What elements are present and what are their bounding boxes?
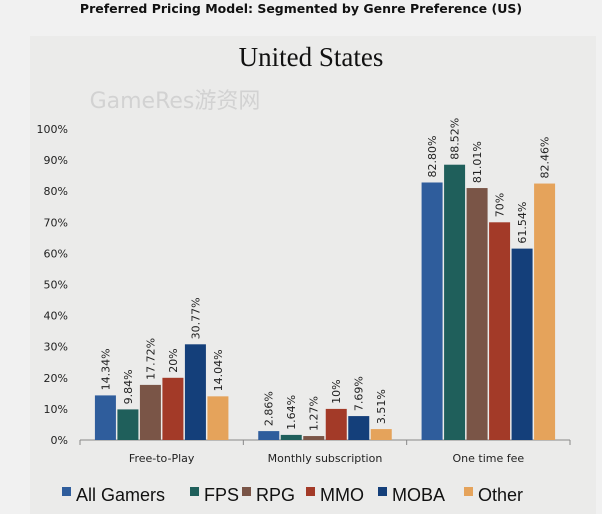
bar-moba [184,344,206,440]
page-header-title: Preferred Pricing Model: Segmented by Ge… [79,1,523,16]
legend-label: All Gamers [76,485,165,505]
bar-mmo [325,408,347,440]
y-tick-label: 70% [44,216,68,229]
data-label: 81.01% [471,141,484,183]
data-label: 30.77% [189,297,202,339]
x-tick-label: One time fee [453,452,525,465]
y-tick-label: 80% [44,185,68,198]
y-tick-label: 90% [44,154,68,167]
x-tick-label: Free-to-Play [129,452,195,465]
bar-all-gamers [421,182,443,440]
y-tick-label: 50% [44,279,68,292]
data-label: 1.27% [308,396,321,431]
data-label: 14.34% [99,348,112,390]
y-tick-label: 10% [44,403,68,416]
x-tick-label: Monthly subscription [268,452,383,465]
legend-label: MMO [320,485,364,505]
y-tick-label: 0% [51,434,68,447]
bar-rpg [139,384,161,440]
bar-rpg [466,188,488,440]
bar-rpg [303,436,325,440]
bar-mmo [489,222,511,440]
legend-swatch [62,487,71,496]
data-label: 10% [330,379,343,403]
data-label: 2.86% [263,391,276,426]
data-label: 9.84% [122,369,135,404]
y-tick-label: 20% [44,372,68,385]
legend-swatch [306,487,315,496]
data-label: 14.04% [212,349,225,391]
legend-swatch [190,487,199,496]
bar-all-gamers [258,431,280,440]
bar-mmo [162,377,184,440]
bar-other [534,183,556,441]
data-label: 61.54% [516,202,529,244]
legend-swatch [464,487,473,496]
bar-fps [117,409,139,440]
data-label: 82.46% [539,137,552,179]
data-label: 1.64% [285,395,298,430]
data-label: 7.69% [353,376,366,411]
bar-other [370,429,392,440]
bar-fps [444,164,466,440]
bar-moba [348,416,370,440]
bar-all-gamers [94,395,116,440]
data-label: 3.51% [375,389,388,424]
bar-moba [511,248,533,440]
legend-swatch [378,487,387,496]
y-tick-label: 60% [44,247,68,260]
watermark: GameRes游资网 [90,89,261,114]
legend-label: Other [478,485,523,505]
data-label: 20% [167,348,180,372]
legend-swatch [242,487,251,496]
chart-title: United States [239,42,384,72]
bar-fps [280,434,302,440]
data-label: 88.52% [449,118,462,160]
data-label: 82.80% [426,136,439,178]
y-tick-label: 40% [44,310,68,323]
legend-label: RPG [256,485,295,505]
legend-label: MOBA [392,485,445,505]
legend-label: FPS [204,485,239,505]
y-tick-label: 100% [37,123,68,136]
y-tick-label: 30% [44,341,68,354]
data-label: 17.72% [144,338,157,380]
data-label: 70% [494,193,507,217]
bar-other [207,396,229,440]
